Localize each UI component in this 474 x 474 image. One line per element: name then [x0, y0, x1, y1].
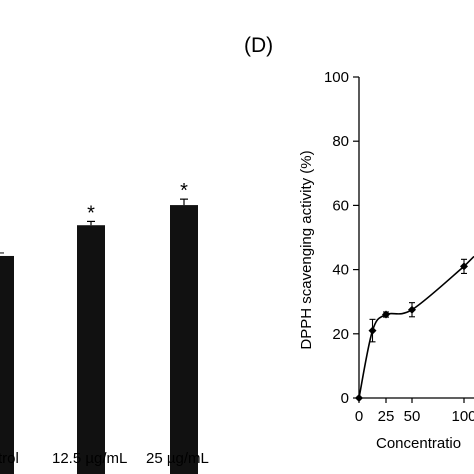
x-axis-label: Concentratio	[376, 435, 461, 452]
significance-marker: *	[180, 180, 188, 202]
significance-marker: *	[87, 202, 95, 224]
y-axis-label: DPPH scavenging activity (%)	[298, 150, 315, 349]
x-tick-label: 25	[378, 408, 395, 425]
x-tick-label: 100	[451, 408, 474, 425]
x-tick-label: 0	[355, 408, 363, 425]
category-label: trol	[0, 450, 19, 467]
data-point	[368, 326, 377, 335]
y-tick-label: 40	[332, 262, 349, 279]
category-label: 12.5 µg/mL	[52, 450, 127, 467]
line-chart: (D) DPPH scavenging activity (%) Concent…	[244, 34, 474, 452]
y-tick-label: 20	[332, 326, 349, 343]
bar-chart: trol * 12.5 µg/mL * 25 µg/mL	[0, 180, 209, 474]
y-tick-label: 100	[324, 69, 349, 86]
data-point	[408, 305, 416, 314]
bar	[0, 255, 14, 474]
y-tick-label: 0	[341, 390, 349, 407]
data-point	[460, 262, 468, 271]
data-point	[355, 394, 363, 402]
y-tick-label: 80	[332, 133, 349, 150]
panel-label: (D)	[244, 34, 273, 57]
x-tick-label: 50	[404, 408, 421, 425]
bar	[77, 225, 105, 474]
series-line	[358, 255, 474, 399]
y-tick-label: 60	[332, 197, 349, 214]
category-label: 25 µg/mL	[146, 450, 209, 467]
bar	[170, 205, 198, 474]
data-point	[382, 310, 390, 319]
